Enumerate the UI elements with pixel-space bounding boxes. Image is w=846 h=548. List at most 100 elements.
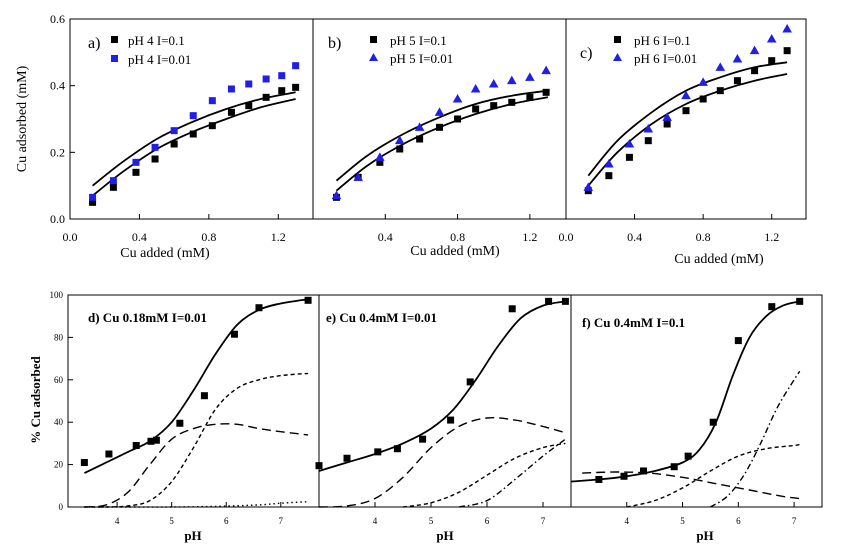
data-point-square	[132, 168, 140, 176]
fit-line	[335, 89, 549, 182]
x-tick-label: 1.2	[271, 230, 286, 244]
data-point-square	[416, 135, 424, 143]
legend-entry-label: pH 5 I=0.1	[390, 33, 447, 48]
model-line-solid	[318, 300, 566, 472]
data-point-square	[733, 77, 741, 85]
data-point-triangle	[604, 159, 614, 168]
data-point-square	[508, 98, 516, 106]
data-point-triangle	[470, 84, 481, 93]
model-line-dash-dot	[710, 370, 801, 508]
data-point-square	[490, 102, 498, 110]
fit-line	[92, 91, 296, 187]
data-point-square	[304, 296, 312, 304]
data-point-square	[189, 112, 197, 120]
legend-entry-label: pH 6 I=0.01	[634, 51, 697, 66]
data-point-square	[508, 305, 516, 313]
model-line-long-dashed	[318, 416, 566, 508]
x-tick-label: 0.8	[696, 230, 711, 244]
data-point-square	[227, 85, 235, 93]
x-tick-label: 4	[373, 516, 378, 526]
data-point-square	[176, 419, 184, 427]
data-point-square	[80, 458, 88, 466]
model-line-dashed	[84, 372, 309, 508]
legend-entry-label: pH 4 I=0.1	[128, 33, 185, 48]
data-point-square	[147, 437, 155, 445]
x-tick-label: 7	[279, 516, 284, 526]
panel-b: b) pH 5 I=0.1 pH 5 I=0.01 Cu added (mM) …	[312, 18, 567, 259]
data-point-square	[230, 330, 238, 338]
data-point-square	[595, 475, 603, 483]
model-line-dash-dot	[458, 438, 566, 508]
data-point-square	[278, 87, 286, 95]
panel-b-frame	[312, 18, 567, 220]
panel-d: d) Cu 0.18mM I=0.01 % Cu adsorbed pH 4 5 6…	[28, 290, 320, 543]
data-point-square	[374, 448, 382, 456]
data-point-square	[89, 193, 97, 201]
legend-marker-square	[111, 36, 118, 43]
data-point-triangle	[732, 54, 743, 63]
x-tick-label: 6	[224, 516, 229, 526]
data-point-triangle	[749, 45, 760, 55]
data-point-square	[620, 472, 628, 480]
data-point-square	[644, 137, 652, 145]
y-tick-label: 100	[50, 290, 64, 300]
data-point-square	[343, 454, 351, 462]
y-tick-label: 60	[54, 375, 64, 385]
data-point-square	[419, 435, 427, 443]
x-tick-label: 4	[115, 516, 120, 526]
data-point-triangle	[434, 107, 445, 116]
data-point-square	[682, 107, 690, 115]
data-point-square	[396, 145, 404, 153]
data-point-square	[768, 303, 776, 311]
data-point-square	[208, 122, 216, 130]
model-line-long-dashed	[84, 423, 309, 508]
data-point-square	[105, 450, 113, 458]
data-point-triangle	[452, 94, 463, 103]
data-point-square	[454, 115, 462, 123]
data-point-triangle	[414, 122, 425, 131]
y-tick-label: 20	[54, 460, 64, 470]
x-tick-label: 4	[625, 516, 630, 526]
data-point-square	[472, 105, 480, 113]
data-point-square	[292, 62, 300, 70]
model-line-dashed	[626, 443, 800, 508]
panel-a-label: a)	[88, 35, 100, 52]
data-point-square	[709, 418, 717, 426]
model-line-dashed	[402, 442, 566, 508]
legend-marker-triangle	[369, 53, 378, 61]
panel-c-frame	[565, 18, 807, 220]
data-point-square	[278, 72, 286, 80]
data-point-square	[255, 304, 263, 312]
panel-d-frame	[67, 294, 320, 508]
x-tick-label: 7	[792, 516, 797, 526]
data-point-triangle	[698, 77, 708, 86]
model-line-solid	[83, 298, 309, 474]
data-point-square	[605, 172, 613, 180]
data-point-square	[561, 297, 569, 305]
data-point-triangle	[525, 72, 535, 81]
data-point-square	[208, 97, 216, 105]
x-axis-title: pH	[184, 528, 201, 543]
panel-c-label: c)	[580, 45, 592, 62]
data-point-triangle	[506, 75, 517, 85]
y-tick-label: 0.4	[50, 79, 65, 93]
data-point-triangle	[394, 135, 405, 145]
x-axis-title: Cu added (mM)	[120, 246, 210, 261]
y-axis-title: % Cu adsorbed	[28, 356, 43, 444]
data-point-square	[751, 67, 759, 75]
data-point-triangle	[488, 79, 499, 88]
data-point-square	[526, 93, 534, 101]
data-point-square	[625, 153, 633, 161]
y-tick-label: 80	[54, 332, 64, 342]
legend-marker-square	[370, 36, 377, 43]
y-axis-title: Cu adsorbed (mM)	[15, 65, 30, 172]
data-point-square	[768, 57, 776, 65]
panel-a: a) pH 4 I=0.1 pH 4 I=0.01 Cu adsorbed (m…	[15, 12, 314, 261]
fit-line	[335, 96, 549, 192]
x-tick-label: 0.0	[559, 230, 574, 244]
data-point-triangle	[353, 172, 363, 181]
x-tick-label: 5	[169, 516, 174, 526]
x-tick-label: 0.8	[201, 230, 216, 244]
data-point-triangle	[541, 65, 551, 75]
